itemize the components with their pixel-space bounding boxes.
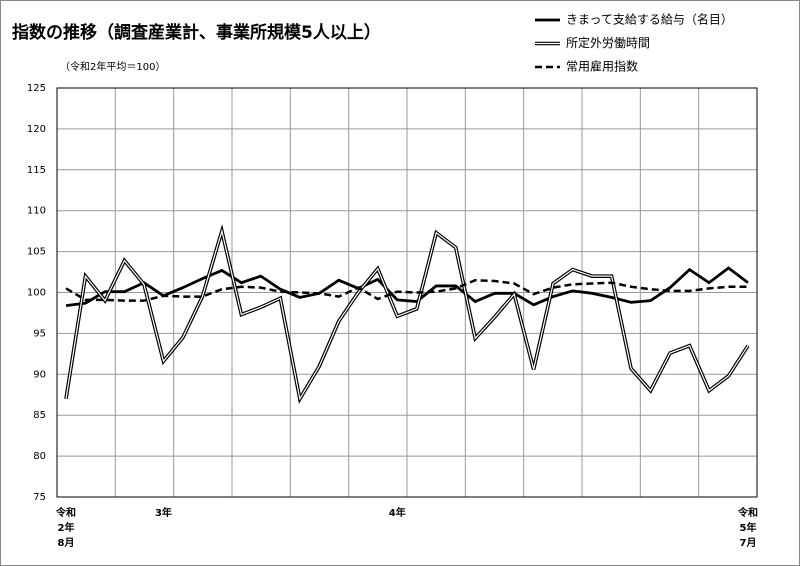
y-tick-label: 80 [33,451,46,462]
series-line [65,278,748,302]
x-tick-label: 令和 2年 8月 [55,506,76,549]
plot-frame [56,87,758,498]
series-line-inner [65,228,749,401]
y-tick-label: 125 [27,83,46,94]
x-tick-label: 令和 5年 7月 [737,506,758,549]
y-tick-label: 85 [33,410,46,421]
legend-label: 所定外労働時間 [566,35,650,50]
y-tick-label: 105 [27,247,46,258]
y-tick-label: 95 [33,328,46,339]
legend-label: 常用雇用指数 [566,59,638,74]
y-tick-label: 115 [27,165,46,176]
y-tick-label: 100 [27,288,46,299]
y-tick-label: 110 [27,206,46,217]
y-tick-label: 90 [33,369,46,380]
y-tick-label: 120 [27,124,46,135]
legend-label: きまって支給する給与（名目） [566,12,733,27]
chart-title: 指数の推移（調査産業計、事業所規模5人以上） [12,22,381,43]
y-tick-label: 75 [33,492,46,503]
chart-subtitle: （令和2年平均＝100） [60,60,165,73]
x-tick-label: 3年 [155,506,172,519]
x-tick-label: 4年 [389,506,406,519]
series-line [65,266,749,307]
